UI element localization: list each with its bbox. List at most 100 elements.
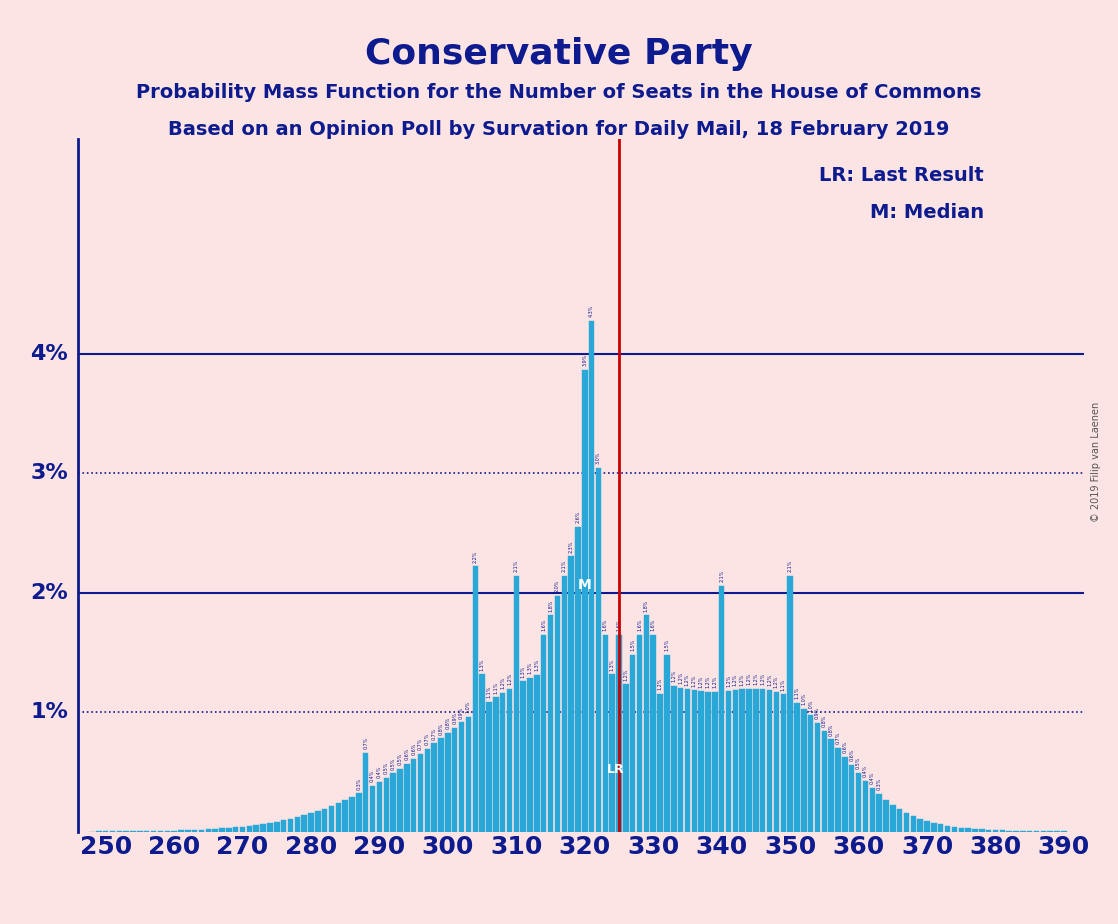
Bar [863,781,869,832]
Bar [404,764,409,832]
Bar [671,686,676,832]
Text: 1.3%: 1.3% [528,662,532,675]
Text: 1.0%: 1.0% [802,693,806,705]
Text: 1.1%: 1.1% [795,687,799,699]
Text: 1.2%: 1.2% [740,674,745,686]
Text: 0.8%: 0.8% [445,717,451,729]
Bar [856,773,861,832]
Bar [397,769,402,832]
Bar [651,635,656,832]
Bar [951,827,957,832]
Bar [596,468,601,832]
Text: © 2019 Filip van Laenen: © 2019 Filip van Laenen [1091,402,1101,522]
Bar [548,615,553,832]
Text: 0.7%: 0.7% [835,732,841,745]
Text: 300: 300 [421,835,474,859]
Text: 1.2%: 1.2% [726,675,731,687]
Bar [747,688,751,832]
Bar [925,821,930,832]
Bar [486,702,492,832]
Text: 0.6%: 0.6% [411,743,416,755]
Text: 1.2%: 1.2% [712,675,718,688]
Bar [254,825,259,832]
Bar [425,748,430,832]
Text: 2.1%: 2.1% [787,560,793,573]
Text: 1.8%: 1.8% [644,600,648,612]
Text: 330: 330 [627,835,680,859]
Text: 0.3%: 0.3% [877,778,882,790]
Bar [815,723,821,832]
Bar [500,693,505,832]
Bar [561,576,567,832]
Bar [870,787,875,832]
Text: 1.0%: 1.0% [808,699,813,711]
Text: 0.4%: 0.4% [870,772,874,784]
Bar [411,759,416,832]
Text: 380: 380 [969,835,1022,859]
Bar [657,694,663,832]
Text: 3%: 3% [30,463,68,483]
Bar [719,586,724,832]
Bar [445,733,451,832]
Text: 1.2%: 1.2% [747,673,751,686]
Text: 1.3%: 1.3% [480,659,484,671]
Bar [999,831,1005,832]
Text: 0.4%: 0.4% [377,766,382,778]
Bar [958,828,964,832]
Bar [575,527,580,832]
Bar [226,828,231,832]
Bar [754,688,759,832]
Text: 3.9%: 3.9% [582,354,587,366]
Text: 1.6%: 1.6% [651,619,656,631]
Bar [199,830,205,832]
Text: 0.8%: 0.8% [438,723,444,735]
Bar [842,757,847,832]
Bar [458,723,464,832]
Text: 1.2%: 1.2% [671,670,676,683]
Bar [910,816,916,832]
Text: LR: Last Result: LR: Last Result [819,166,984,186]
Text: 1.5%: 1.5% [664,638,670,651]
Bar [555,596,560,832]
Text: 0.4%: 0.4% [370,770,376,783]
Bar [835,748,841,832]
Bar [973,829,977,832]
Text: 1.2%: 1.2% [500,677,505,689]
Bar [1006,831,1012,832]
Text: 4%: 4% [30,344,68,364]
Bar [219,829,225,832]
Bar [506,688,512,832]
Text: 280: 280 [285,835,338,859]
Text: 4.3%: 4.3% [589,305,594,317]
Text: 0.5%: 0.5% [390,758,396,770]
Bar [568,556,574,832]
Bar [521,681,525,832]
Text: 1.2%: 1.2% [679,672,683,685]
Bar [171,831,177,832]
Text: 1%: 1% [30,702,68,723]
Text: 0.6%: 0.6% [405,748,409,760]
Bar [616,635,622,832]
Bar [233,827,238,832]
Text: 310: 310 [490,835,542,859]
Bar [903,813,909,832]
Bar [828,739,834,832]
Bar [322,808,328,832]
Text: 0.5%: 0.5% [383,761,389,774]
Bar [664,655,670,832]
Text: 320: 320 [559,835,610,859]
Text: 2.3%: 2.3% [569,541,574,553]
Text: M: M [578,578,591,591]
Bar [534,675,540,832]
Bar [986,830,992,832]
Bar [363,753,369,832]
Bar [931,823,937,832]
Text: 1.2%: 1.2% [624,668,628,681]
Text: 1.2%: 1.2% [760,673,765,686]
Text: 290: 290 [353,835,406,859]
Bar [541,635,547,832]
Text: 0.6%: 0.6% [850,749,854,761]
Bar [302,815,306,832]
Bar [945,826,950,832]
Text: 1.2%: 1.2% [705,675,711,688]
